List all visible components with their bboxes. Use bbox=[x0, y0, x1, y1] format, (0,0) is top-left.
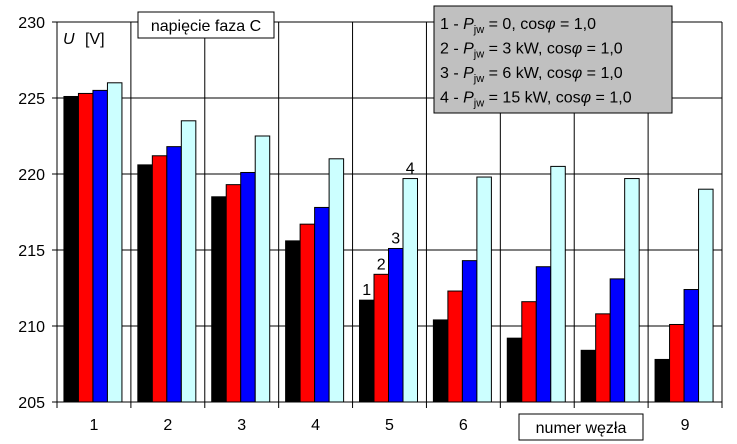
x-tick-label: 6 bbox=[459, 417, 468, 434]
bars bbox=[63, 82, 714, 403]
legend-item: 1 - Pjw = 0, cosφ = 1,0 bbox=[440, 16, 596, 36]
bar bbox=[654, 358, 671, 403]
legend-item: 2 - Pjw = 3 kW, cosφ = 1,0 bbox=[440, 41, 623, 61]
y-tick-label: 220 bbox=[18, 167, 45, 184]
bar bbox=[254, 135, 271, 403]
bar bbox=[461, 260, 478, 403]
bar-annotations: 123 4 bbox=[362, 161, 415, 300]
x-tick-labels: 1 2 3 4 5 6 9 bbox=[89, 417, 689, 434]
bar-annotation: 1 bbox=[362, 282, 371, 299]
bar bbox=[447, 290, 463, 403]
bar bbox=[328, 158, 345, 403]
bar bbox=[211, 196, 227, 403]
x-tick-label: 9 bbox=[681, 417, 690, 434]
bar bbox=[137, 164, 153, 403]
y-tick-label: 210 bbox=[18, 319, 45, 336]
bar bbox=[506, 337, 523, 403]
y-tick-label: 225 bbox=[18, 91, 45, 108]
legend-item: 3 - Pjw = 6 kW, cosφ = 1,0 bbox=[440, 65, 623, 85]
y-tick-label: 230 bbox=[18, 15, 45, 32]
legend-box bbox=[433, 5, 673, 114]
bar bbox=[240, 171, 256, 403]
y-axis-symbol: U bbox=[63, 31, 75, 48]
bar bbox=[669, 323, 685, 403]
bar bbox=[151, 155, 168, 403]
bar bbox=[609, 278, 626, 403]
y-tick-label: 215 bbox=[18, 243, 45, 260]
bar bbox=[285, 240, 301, 403]
bar bbox=[180, 120, 197, 403]
x-tick-label: 1 bbox=[89, 417, 98, 434]
legend: 1 - Pjw = 0, cosφ = 1,0 2 - Pjw = 3 kW, c… bbox=[433, 5, 673, 114]
bar bbox=[388, 247, 404, 403]
bar bbox=[402, 178, 418, 403]
x-axis-label-box bbox=[518, 413, 644, 441]
legend-item: 4 - Pjw = 15 kW, cosφ = 1,0 bbox=[440, 90, 632, 110]
bar bbox=[92, 89, 108, 403]
bar bbox=[225, 184, 242, 403]
bar bbox=[166, 146, 182, 403]
x-tick-label: 5 bbox=[385, 417, 394, 434]
x-axis-label: numer węzła bbox=[536, 420, 627, 437]
bar bbox=[106, 82, 123, 403]
bar bbox=[521, 301, 537, 403]
bar bbox=[683, 289, 700, 403]
bar bbox=[63, 95, 79, 403]
bar bbox=[359, 299, 375, 403]
bar bbox=[580, 349, 597, 403]
bar bbox=[373, 273, 389, 403]
bar bbox=[535, 266, 552, 403]
bar bbox=[432, 319, 449, 403]
chart-title-box bbox=[137, 11, 275, 39]
bar bbox=[476, 176, 492, 403]
x-tick-label: 2 bbox=[163, 417, 172, 434]
y-axis-label: U [V] bbox=[63, 31, 105, 48]
x-tick-label: 4 bbox=[311, 417, 320, 434]
x-tick-label: 3 bbox=[237, 417, 246, 434]
bar-annotation: 2 bbox=[377, 256, 386, 273]
y-tick-label: 205 bbox=[18, 395, 45, 412]
legend-items: 1 - Pjw = 0, cosφ = 1,0 2 - Pjw = 3 kW, c… bbox=[440, 16, 632, 110]
bar bbox=[698, 188, 714, 403]
bar bbox=[550, 165, 566, 403]
bar bbox=[77, 92, 94, 403]
bar bbox=[595, 313, 611, 403]
bar-annotation: 4 bbox=[406, 161, 415, 178]
bar bbox=[314, 206, 330, 403]
bar-annotation: 3 bbox=[391, 230, 400, 247]
y-tick-labels: 205 210 215 220 225 230 bbox=[18, 15, 45, 412]
chart-title: napięcie faza C bbox=[151, 18, 261, 35]
y-axis-unit: [V] bbox=[85, 31, 105, 48]
bar bbox=[624, 178, 640, 403]
bar bbox=[299, 223, 316, 403]
